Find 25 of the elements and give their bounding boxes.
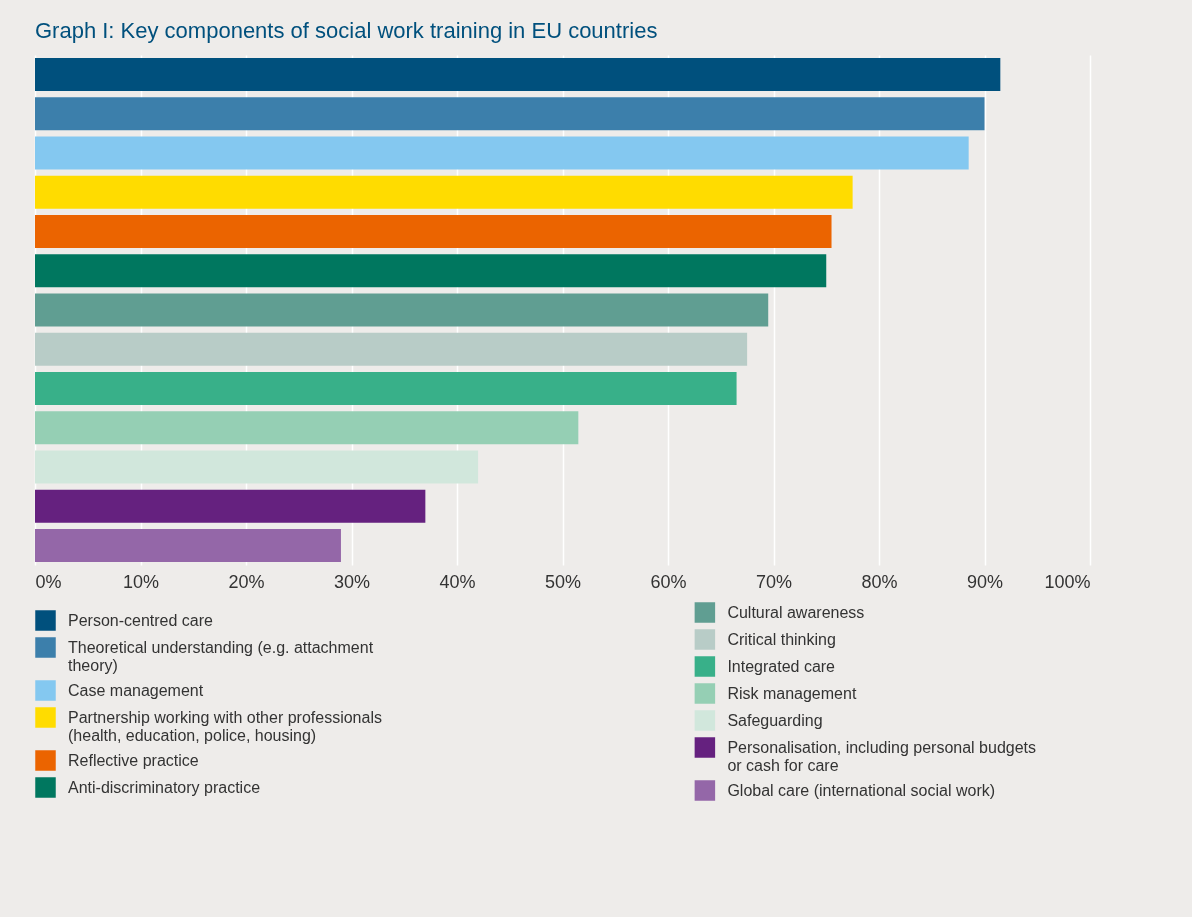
legend-label: Reflective practice xyxy=(68,751,199,769)
legend-label: Personalisation, including personal budgets or cash for care xyxy=(727,738,1037,774)
x-tick-label: 40% xyxy=(439,571,476,592)
x-tick-label: 90% xyxy=(966,571,1004,592)
legend-label: Risk management xyxy=(727,684,857,702)
legend-label: Person-centred care xyxy=(68,611,214,629)
x-tick-label: 50% xyxy=(544,571,582,592)
legend-label: Case management xyxy=(68,681,204,699)
legend-label: Partnership working with other professionals (health, education, police, housing) xyxy=(68,708,382,744)
x-tick-label: 70% xyxy=(755,571,793,592)
chart-title: Graph I: Key components of social work training in EU countries xyxy=(35,18,658,43)
x-tick-label: 100% xyxy=(1044,571,1091,592)
legend-label: Cultural awareness xyxy=(727,603,865,621)
legend-label: Anti-discriminatory practice xyxy=(68,778,261,796)
x-tick-label: 20% xyxy=(228,571,265,592)
legend-label: Safeguarding xyxy=(727,711,823,729)
x-tick-label: 80% xyxy=(861,571,898,592)
legend-label: Integrated care xyxy=(727,657,836,675)
x-tick-label: 0% xyxy=(35,571,62,592)
x-tick-label: 30% xyxy=(333,571,371,592)
legend-label: Global care (international social work) xyxy=(727,781,996,799)
legend-label: Theoretical understanding (e.g. attachment theory) xyxy=(68,638,374,674)
x-tick-label: 60% xyxy=(650,571,687,592)
x-tick-label: 10% xyxy=(122,571,160,592)
legend-label: Critical thinking xyxy=(727,630,836,648)
